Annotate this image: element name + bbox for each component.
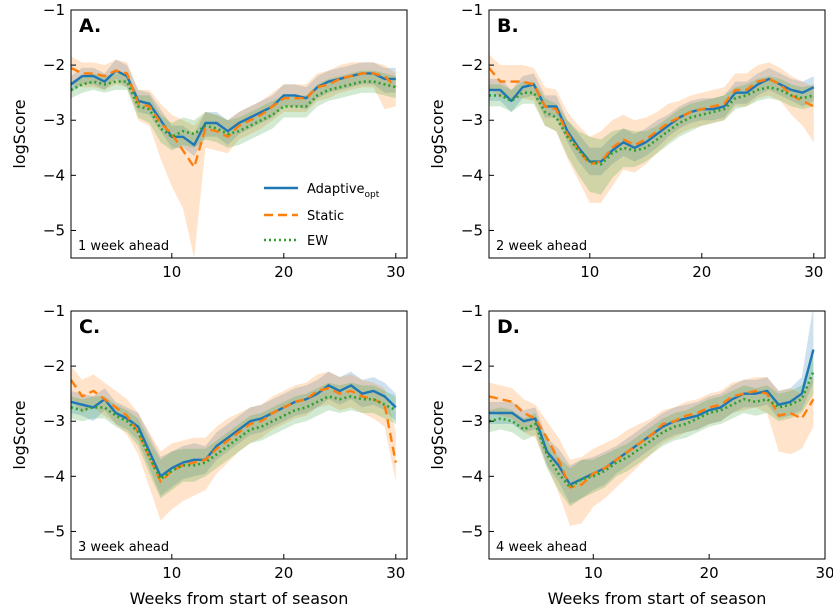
- x-tick-label: 10: [584, 564, 603, 582]
- y-axis-title: logScore: [10, 99, 29, 168]
- x-axis-title: Weeks from start of season: [548, 589, 767, 608]
- horizon-label: 2 week ahead: [496, 239, 587, 254]
- plot-area: [71, 56, 397, 258]
- y-tick-label: −1: [43, 1, 65, 19]
- series-line-static: [489, 389, 815, 489]
- y-tick-label: −3: [43, 111, 65, 129]
- x-tick-label: 30: [804, 263, 823, 281]
- y-tick-label: −4: [43, 467, 65, 485]
- axes-frame: [488, 9, 826, 259]
- x-tick-label: 30: [386, 263, 405, 281]
- series-line-static: [489, 67, 815, 166]
- band-adaptive: [71, 59, 396, 156]
- axes-frame: [70, 9, 408, 259]
- band-ew: [71, 382, 396, 499]
- y-axis-title: logScore: [428, 400, 447, 469]
- y-tick-label: −2: [461, 357, 483, 375]
- legend-subscript: opt: [365, 190, 380, 200]
- y-axis-title: logScore: [10, 400, 29, 469]
- legend-label-ew: EW: [307, 234, 328, 249]
- y-tick-label: −3: [461, 111, 483, 129]
- y-tick-label: −2: [461, 56, 483, 74]
- x-tick-label: 10: [162, 564, 181, 582]
- band-static: [489, 54, 814, 203]
- y-tick-label: −3: [43, 412, 65, 430]
- y-tick-label: −3: [461, 412, 483, 430]
- series-line-static: [71, 379, 397, 483]
- y-tick-label: −2: [43, 56, 65, 74]
- horizon-label: 3 week ahead: [78, 540, 169, 555]
- legend-label-adaptive: Adaptiveopt: [307, 182, 380, 200]
- panel-1: −1 −2 −3 −4 −5 10 20 30 logScore A. 1 week ahead: [10, 1, 408, 281]
- band-static: [489, 377, 814, 526]
- y-tick-label: −5: [461, 221, 483, 239]
- y-tick-label: −5: [461, 522, 483, 540]
- y-axis-title: logScore: [428, 99, 447, 168]
- y-tick-label: −4: [461, 166, 483, 184]
- x-tick-label: 20: [692, 263, 711, 281]
- x-tick-label: 20: [274, 564, 293, 582]
- series-line-ew: [71, 80, 397, 139]
- y-tick-label: −4: [43, 166, 65, 184]
- legend-label-static: Static: [307, 209, 344, 224]
- y-tick-label: −1: [461, 1, 483, 19]
- series-line-static: [71, 66, 397, 169]
- panel-3: −1 −2 −3 −4 −5 10 20 30 logScore Weeks from start…: [10, 302, 408, 608]
- x-tick-label: 10: [580, 263, 599, 281]
- panel-letter: A.: [79, 15, 101, 37]
- axes-frame: [488, 310, 826, 560]
- y-tick-label: −5: [43, 522, 65, 540]
- series-line-ew: [489, 371, 815, 489]
- plot-area: [71, 366, 397, 521]
- series-line-adaptive: [71, 69, 396, 147]
- axes-frame: [70, 310, 408, 560]
- x-tick-label: 20: [274, 263, 293, 281]
- band-ew: [489, 349, 814, 507]
- panel-letter: D.: [497, 316, 520, 338]
- y-tick-label: −4: [461, 467, 483, 485]
- y-tick-label: −5: [43, 221, 65, 239]
- y-tick-label: −2: [43, 357, 65, 375]
- x-tick-label: 10: [162, 263, 181, 281]
- legend: Adaptiveopt Static EW: [264, 182, 380, 249]
- series-line-adaptive: [71, 384, 397, 478]
- horizon-label: 4 week ahead: [496, 540, 587, 555]
- y-tick-label: −1: [43, 302, 65, 320]
- x-tick-label: 30: [386, 564, 405, 582]
- plot-area: [489, 311, 815, 526]
- panel-4: −1 −2 −3 −4 −5 10 20 30 logScore Weeks from start…: [428, 302, 833, 608]
- panel-letter: B.: [497, 15, 519, 37]
- panel-2: −1 −2 −3 −4 −5 10 20 30 logScore B. 2 week ahead: [428, 1, 826, 281]
- y-tick-label: −1: [461, 302, 483, 320]
- panel-letter: C.: [79, 316, 100, 338]
- x-tick-label: 30: [815, 564, 833, 582]
- x-axis-title: Weeks from start of season: [130, 589, 349, 608]
- plot-area: [489, 54, 815, 203]
- horizon-label: 1 week ahead: [78, 239, 169, 254]
- x-tick-label: 20: [700, 564, 719, 582]
